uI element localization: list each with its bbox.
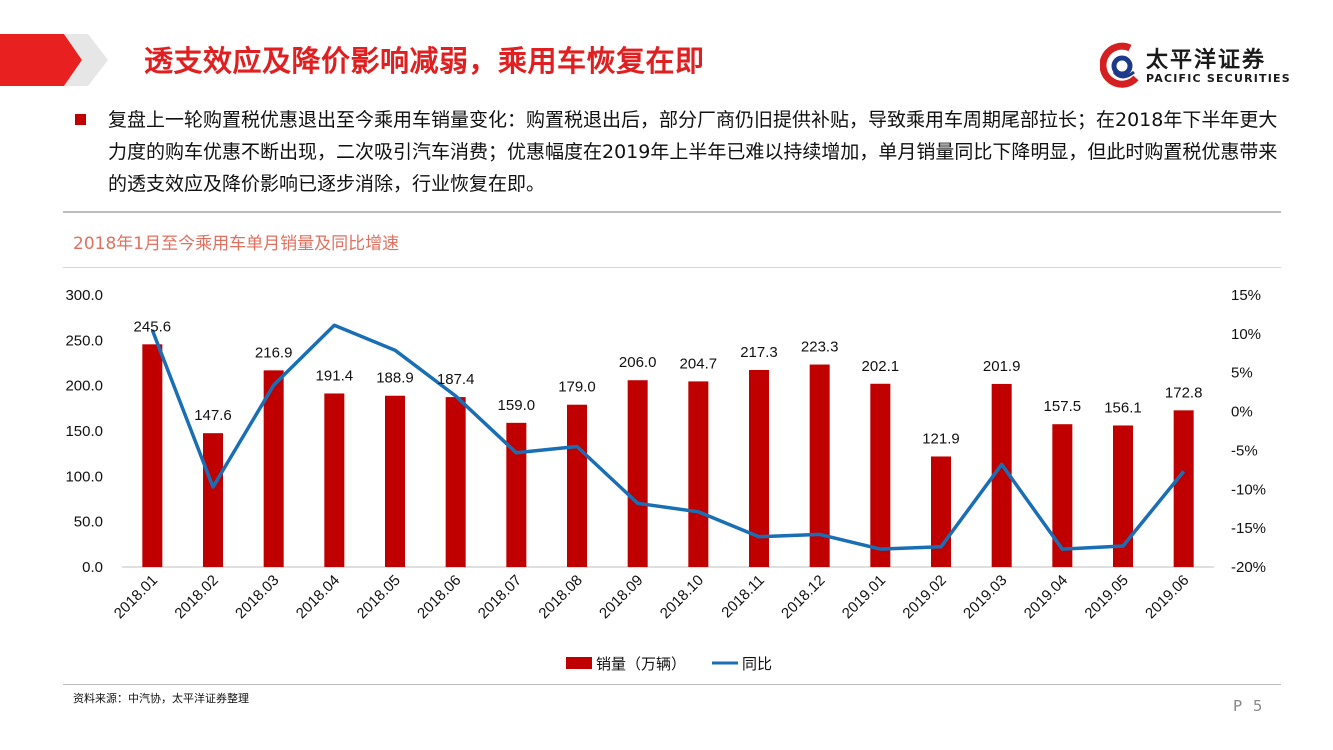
bar	[324, 393, 345, 567]
bar-data-label: 191.4	[316, 367, 354, 384]
yoy-line	[150, 323, 1186, 551]
bar	[1113, 425, 1133, 567]
bar	[506, 422, 527, 567]
x-tick-label: 2018.05	[353, 572, 403, 622]
bar-data-label: 202.1	[862, 358, 900, 375]
bar	[567, 404, 587, 567]
bar	[749, 369, 769, 567]
bar-data-label: 157.5	[1044, 398, 1082, 415]
bar-data-label: 206.0	[619, 354, 657, 371]
bar-data-label: 172.8	[1165, 384, 1203, 401]
bar-data-label: 201.9	[983, 358, 1021, 375]
legend-label-yoy: 同比	[742, 655, 772, 673]
page-number: P 5	[1233, 697, 1266, 715]
y-right-tick-label: -10%	[1231, 481, 1266, 498]
x-tick-label: 2018.09	[596, 572, 646, 622]
logo-mark-icon	[1100, 42, 1139, 88]
bar-data-label: 159.0	[498, 397, 536, 414]
bar	[688, 381, 709, 567]
y-left-tick-label: 100.0	[65, 468, 103, 485]
bar	[203, 433, 223, 567]
y-left-tick-label: 250.0	[65, 332, 103, 349]
bar	[809, 364, 830, 567]
y-right-tick-label: -20%	[1231, 559, 1266, 576]
bar-data-label: 156.1	[1104, 399, 1142, 416]
chart-title: 2018年1月至今乘用车单月销量及同比增速	[73, 234, 400, 254]
legend-swatch-sales	[566, 657, 592, 669]
bar-series	[142, 344, 1194, 567]
bar	[445, 397, 466, 567]
bar-data-label: 217.3	[740, 344, 778, 361]
bar-data-label: 187.4	[437, 371, 475, 388]
bar-data-label: 179.0	[558, 379, 596, 396]
bar	[263, 370, 284, 567]
x-tick-label: 2019.03	[960, 572, 1010, 622]
bar-data-label: 121.9	[922, 430, 960, 447]
y-right-tick-label: 0%	[1231, 404, 1253, 421]
x-tick-label: 2018.02	[171, 572, 221, 622]
y-left-tick-label: 200.0	[65, 378, 103, 395]
x-tick-label: 2018.01	[111, 572, 161, 622]
y-right-tick-label: 10%	[1231, 326, 1261, 343]
x-tick-label: 2019.02	[899, 572, 949, 622]
bar	[385, 395, 405, 567]
line-series	[150, 323, 1186, 551]
bar	[870, 383, 891, 567]
logo-name-cn: 太平洋证券	[1146, 48, 1267, 73]
legend-label-sales: 销量（万辆）	[596, 655, 686, 673]
x-tick-label: 2018.10	[657, 572, 707, 622]
x-tick-label: 2019.04	[1021, 572, 1071, 622]
y-right-tick-label: 5%	[1231, 365, 1253, 382]
bar	[142, 344, 163, 567]
bar	[991, 383, 1012, 567]
bar-data-label: 147.6	[194, 407, 232, 424]
y-right-tick-label: 15%	[1231, 287, 1261, 304]
y-left-tick-label: 300.0	[65, 287, 103, 304]
bar-data-label: 245.6	[134, 318, 172, 335]
x-axis-ticks: 2018.01 2018.02 2018.03 2018.04 2018.05 2018.…	[111, 572, 1193, 622]
x-tick-label: 2019.06	[1142, 572, 1192, 622]
x-tick-label: 2018.06	[414, 572, 464, 622]
divider-footer	[63, 684, 1281, 685]
data-labels: 245.6 147.6 216.9 191.4 188.9 187.4 159.0 179.0…	[134, 318, 1203, 447]
source-note: 资料来源：中汽协，太平洋证券整理	[73, 692, 249, 705]
divider-top	[63, 211, 1281, 213]
bar-data-label: 204.7	[680, 355, 718, 372]
x-tick-label: 2018.07	[475, 572, 525, 622]
summary-text: 复盘上一轮购置税优惠退出至今乘用车销量变化：购置税退出后，部分厂商仍旧提供补贴，…	[108, 109, 1278, 195]
y-right-tick-label: -5%	[1231, 442, 1258, 459]
y-right-tick-label: -15%	[1231, 520, 1266, 537]
y-left-tick-label: 0.0	[82, 559, 103, 576]
bar-data-label: 216.9	[255, 344, 293, 361]
legend: 销量（万辆） 同比	[566, 655, 772, 673]
x-tick-label: 2019.05	[1081, 572, 1131, 622]
bar-data-label: 188.9	[376, 370, 414, 387]
y-left-tick-label: 150.0	[65, 423, 103, 440]
x-tick-label: 2018.08	[535, 572, 585, 622]
logo-name-en: PACIFIC SECURITIES	[1146, 72, 1291, 85]
x-tick-label: 2018.12	[778, 572, 828, 622]
x-tick-label: 2019.01	[839, 572, 889, 622]
bullet-square-icon	[75, 114, 86, 125]
y-left-tick-label: 50.0	[74, 514, 103, 531]
x-tick-label: 2018.03	[232, 572, 282, 622]
bar	[1052, 424, 1073, 567]
bar	[1173, 410, 1194, 567]
divider-chart-header	[63, 267, 1281, 268]
x-tick-label: 2018.11	[718, 572, 768, 622]
y-axis-left: 0.0 50.0 100.0 150.0 200.0 250.0 300.0	[65, 287, 103, 576]
bar-data-label: 223.3	[801, 339, 839, 356]
x-tick-label: 2018.04	[293, 572, 343, 622]
company-logo: 太平洋证券 PACIFIC SECURITIES	[1100, 38, 1300, 94]
bar	[627, 380, 648, 567]
page-title: 透支效应及降价影响减弱，乘用车恢复在即	[144, 44, 705, 78]
title-arrow-decoration	[0, 34, 108, 86]
y-axis-right: -20% -15% -10% -5% 0% 5% 10% 15%	[1231, 287, 1266, 576]
bar	[931, 456, 951, 567]
